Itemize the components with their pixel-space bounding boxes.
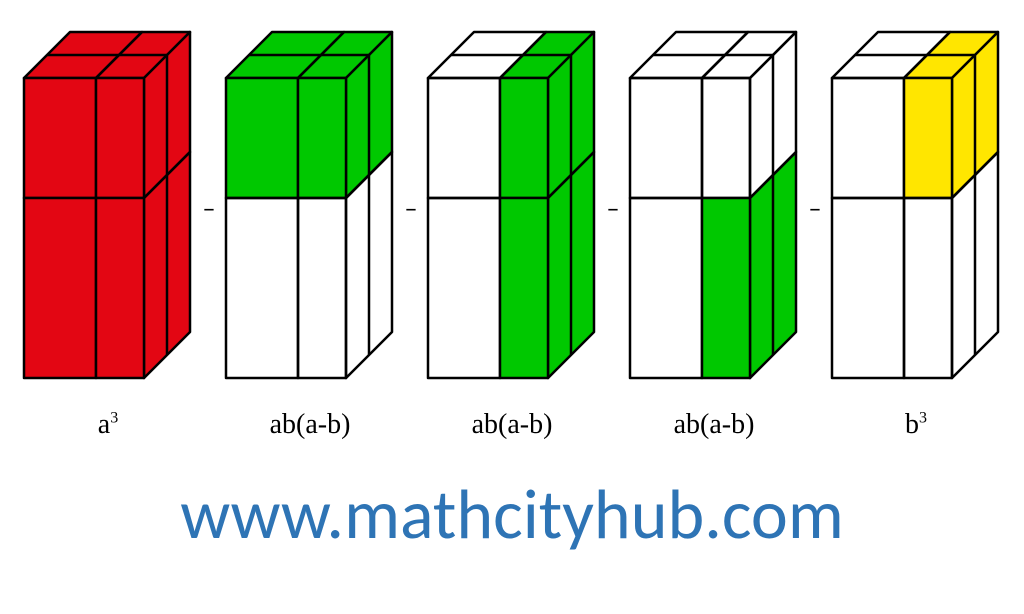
cube-4 — [826, 18, 1006, 403]
cube-block-0: a3 — [18, 18, 198, 441]
cube-block-4: b3 — [826, 18, 1006, 441]
cube-0 — [18, 18, 198, 403]
cube-label-4: b3 — [905, 409, 927, 441]
cube-block-2: ab(a-b) — [422, 18, 602, 441]
cube-label-1: ab(a-b) — [270, 409, 351, 441]
minus-separator: – — [198, 18, 220, 398]
cube-label-0: a3 — [98, 409, 118, 441]
minus-separator: – — [804, 18, 826, 398]
cube-block-3: ab(a-b) — [624, 18, 804, 441]
cube-label-2: ab(a-b) — [472, 409, 553, 441]
cube-block-1: ab(a-b) — [220, 18, 400, 441]
minus-separator: – — [602, 18, 624, 398]
cube-1 — [220, 18, 400, 403]
cube-label-3: ab(a-b) — [674, 409, 755, 441]
cube-3 — [624, 18, 804, 403]
cube-2 — [422, 18, 602, 403]
minus-separator: – — [400, 18, 422, 398]
watermark-url: www.mathcityhub.com — [0, 471, 1024, 557]
cube-diagram-row: a3 – ab(a-b) – ab(a-b) – ab(a-b) – b3 — [0, 0, 1024, 441]
